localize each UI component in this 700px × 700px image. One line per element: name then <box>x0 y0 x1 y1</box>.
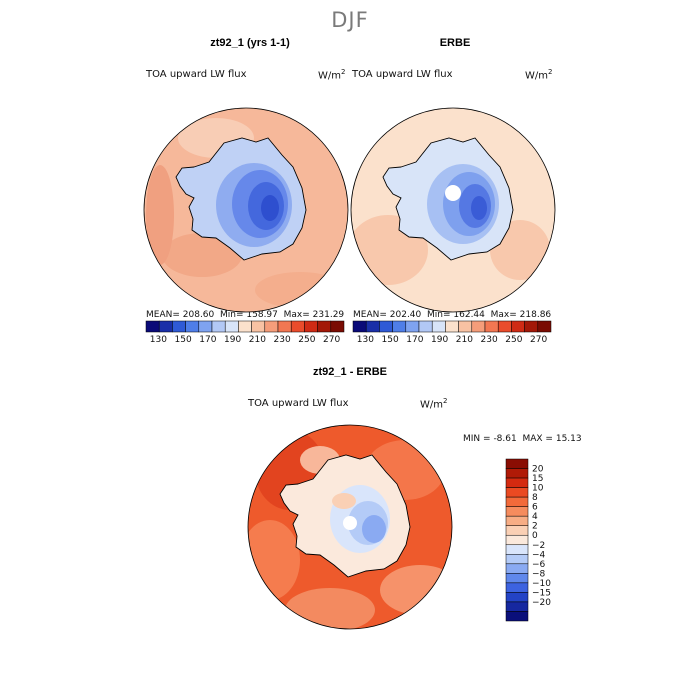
panel1-stats: MEAN= 208.60 Min= 158.97 Max= 231.29 <box>146 310 345 320</box>
panel1-colorbar-swatch <box>224 320 239 333</box>
diff-colorbar-swatch <box>505 477 529 488</box>
diff-title: zt92_1 - ERBE <box>313 366 387 378</box>
panel1-colorbar-tick-label: 150 <box>175 335 192 345</box>
panel2-colorbar-swatch <box>352 320 367 333</box>
diff-colorbar-swatch <box>505 611 529 622</box>
panel2-colorbar-tick-label: 250 <box>505 335 522 345</box>
panel1-colorbar-swatch <box>172 320 186 333</box>
panel2-colorbar-swatch <box>537 320 552 333</box>
panel2-colorbar-swatch <box>458 320 473 333</box>
diff-colorbar-tick-label: 0 <box>532 531 538 541</box>
diff-colorbar-tick-label: −4 <box>532 550 546 560</box>
panel1-colorbar-swatch <box>251 320 266 333</box>
diff-colorbar-swatch <box>505 573 529 584</box>
diff-colorbar-tick-label: −10 <box>532 579 551 589</box>
diff-colorbar-tick-label: 10 <box>532 484 544 494</box>
panel1-title: zt92_1 (yrs 1-1) <box>210 37 290 49</box>
diff-colorbar-tick-label: −2 <box>532 541 545 551</box>
diff-colorbar-tick-label: 15 <box>532 474 543 484</box>
diff-colorbar-swatch <box>505 592 529 603</box>
diff-colorbar-swatch <box>505 554 529 565</box>
diff-colorbar-swatch <box>505 601 529 612</box>
panel1-colorbar-tick-label: 130 <box>150 335 167 345</box>
panel1-units-label: W/m2 <box>318 68 346 82</box>
panel2-colorbar-swatch <box>365 320 380 333</box>
panel1-colorbar-swatch <box>198 320 213 333</box>
panel2-variable-label: TOA upward LW flux <box>352 69 453 80</box>
diff-colorbar-swatch <box>505 525 529 536</box>
diff-colorbar-swatch <box>505 487 529 498</box>
panel1-colorbar-tick-label: 270 <box>323 335 340 345</box>
panel2-colorbar-tick-label: 170 <box>406 335 423 345</box>
diff-colorbar-swatch <box>505 515 529 526</box>
panel2-colorbar-swatch <box>471 320 486 333</box>
diff-variable-label: TOA upward LW flux <box>248 398 349 409</box>
panel2-title: ERBE <box>439 37 471 49</box>
panel2-colorbar-swatch <box>445 320 459 333</box>
panel2-stats: MEAN= 202.40 Min= 162.44 Max= 218.86 <box>353 310 552 320</box>
panel1-colorbar-swatch <box>158 320 173 333</box>
panel1-colorbar-tick-label: 190 <box>224 335 241 345</box>
diff-units-label: W/m2 <box>420 397 448 411</box>
diff-map <box>248 425 452 629</box>
diff-colorbar-tick-label: 6 <box>532 503 538 513</box>
panel2-units-label: W/m2 <box>525 68 553 82</box>
panel1-colorbar-swatch <box>145 320 160 333</box>
panel2-colorbar-tick-label: 190 <box>431 335 448 345</box>
season-title: DJF <box>331 8 369 32</box>
panel2-colorbar-tick-label: 230 <box>481 335 498 345</box>
panel1-colorbar-tick-label: 230 <box>274 335 291 345</box>
panel1-colorbar-swatch <box>317 320 332 333</box>
diff-colorbar-swatch <box>505 544 529 555</box>
diff-colorbar-tick-label: 2 <box>532 522 538 532</box>
panel1-map <box>144 108 348 312</box>
colorbar-panel1: 130 150 170 190 210 230 250 270 <box>145 320 345 345</box>
diff-colorbar-swatch <box>505 496 529 507</box>
diff-colorbar-swatch <box>505 534 529 546</box>
panel1-colorbar-swatch <box>238 320 252 333</box>
diff-colorbar-tick-label: −6 <box>532 560 546 570</box>
panel2-colorbar-swatch <box>511 320 525 333</box>
panel2-colorbar-tick-label: 130 <box>357 335 374 345</box>
panel1-colorbar-swatch <box>264 320 279 333</box>
panel2-colorbar-swatch <box>484 320 499 333</box>
diff-colorbar-swatch <box>505 582 529 593</box>
panel2-map <box>351 108 555 312</box>
panel2-colorbar-tick-label: 210 <box>456 335 473 345</box>
diff-stats: MIN = -8.61 MAX = 15.13 <box>463 434 582 444</box>
panel2-colorbar-swatch <box>418 320 433 333</box>
diff-colorbar-swatch <box>505 468 529 479</box>
panel2-colorbar-swatch <box>379 320 393 333</box>
diff-colorbar-tick-label: −15 <box>532 588 551 598</box>
panel1-colorbar-swatch <box>290 320 305 333</box>
panel1-colorbar-tick-label: 250 <box>298 335 315 345</box>
panel2-colorbar-tick-label: 270 <box>530 335 547 345</box>
panel1-colorbar-swatch <box>277 320 292 333</box>
panel2-colorbar-swatch <box>392 320 407 333</box>
diff-colorbar-tick-label: −8 <box>532 569 546 579</box>
panel2-colorbar-tick-label: 150 <box>382 335 399 345</box>
panel2-colorbar-swatch <box>405 320 420 333</box>
diff-colorbar-tick-label: 4 <box>532 512 538 522</box>
panel1-colorbar-tick-label: 170 <box>199 335 216 345</box>
diff-colorbar-tick-label: 20 <box>532 465 544 475</box>
panel2-colorbar-swatch <box>524 320 539 333</box>
panel1-colorbar-swatch <box>330 320 345 333</box>
panel1-colorbar-swatch <box>185 320 200 333</box>
panel1-colorbar-tick-label: 210 <box>249 335 266 345</box>
colorbar-panel2: 130 150 170 190 210 230 250 270 <box>352 320 552 345</box>
diff-colorbar-swatch <box>505 506 529 517</box>
diff-colorbar-swatch <box>505 563 529 574</box>
panel2-colorbar-swatch <box>497 320 512 333</box>
panel1-colorbar-swatch <box>304 320 318 333</box>
diff-colorbar-swatch <box>505 458 529 469</box>
panel1-colorbar-swatch <box>211 320 226 333</box>
diff-colorbar-tick-label: 8 <box>532 493 538 503</box>
panel1-variable-label: TOA upward LW flux <box>146 69 247 80</box>
diff-colorbar-tick-label: −20 <box>532 598 551 608</box>
panel2-colorbar-swatch <box>431 320 446 333</box>
